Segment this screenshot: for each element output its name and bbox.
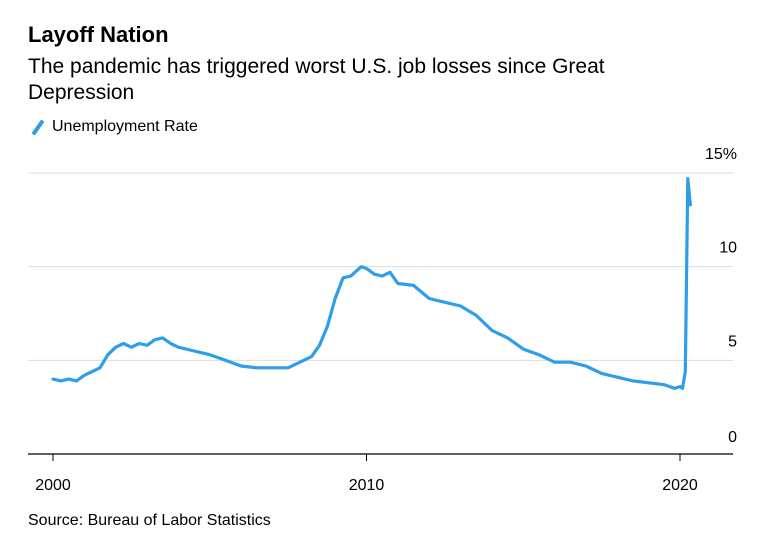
y-tick-label-15: 15% [705,146,737,163]
x-tick-label-2000: 2000 [35,477,71,494]
legend-label: Unemployment Rate [52,118,198,135]
y-tick-label-5: 5 [728,333,737,350]
x-tick-label-2020: 2020 [662,477,698,494]
x-tick-label-2010: 2010 [349,477,385,494]
series-line-unemployment-rate [51,177,692,390]
gridlines [28,172,733,361]
x-axis: 2000 2010 2020 [28,453,733,494]
source-note: Source: Bureau of Labor Statistics [28,512,271,529]
chart-subtitle: The pandemic has triggered worst U.S. jo… [28,55,605,104]
y-axis-ticks: 0 5 10 15% [705,146,737,446]
y-tick-label-10: 10 [719,240,737,257]
chart-title: Layoff Nation [28,22,169,47]
legend: Unemployment Rate [30,118,198,136]
y-tick-label-0: 0 [728,429,737,446]
series-lines [51,177,692,390]
